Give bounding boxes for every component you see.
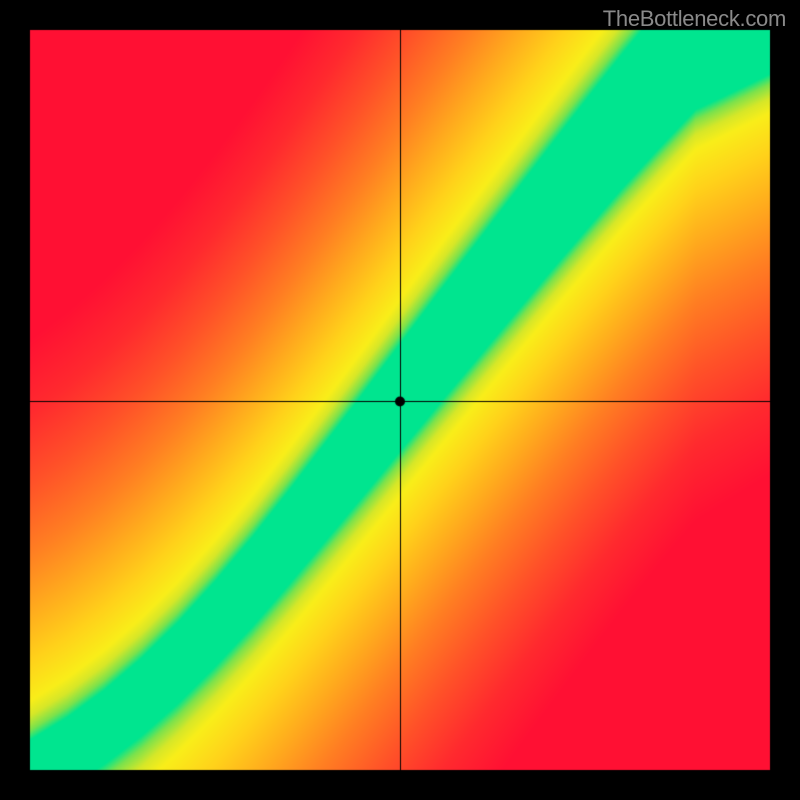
chart-container: { "watermark": { "text": "TheBottleneck.…: [0, 0, 800, 800]
watermark-text: TheBottleneck.com: [603, 6, 786, 32]
bottleneck-heatmap: [0, 0, 800, 800]
